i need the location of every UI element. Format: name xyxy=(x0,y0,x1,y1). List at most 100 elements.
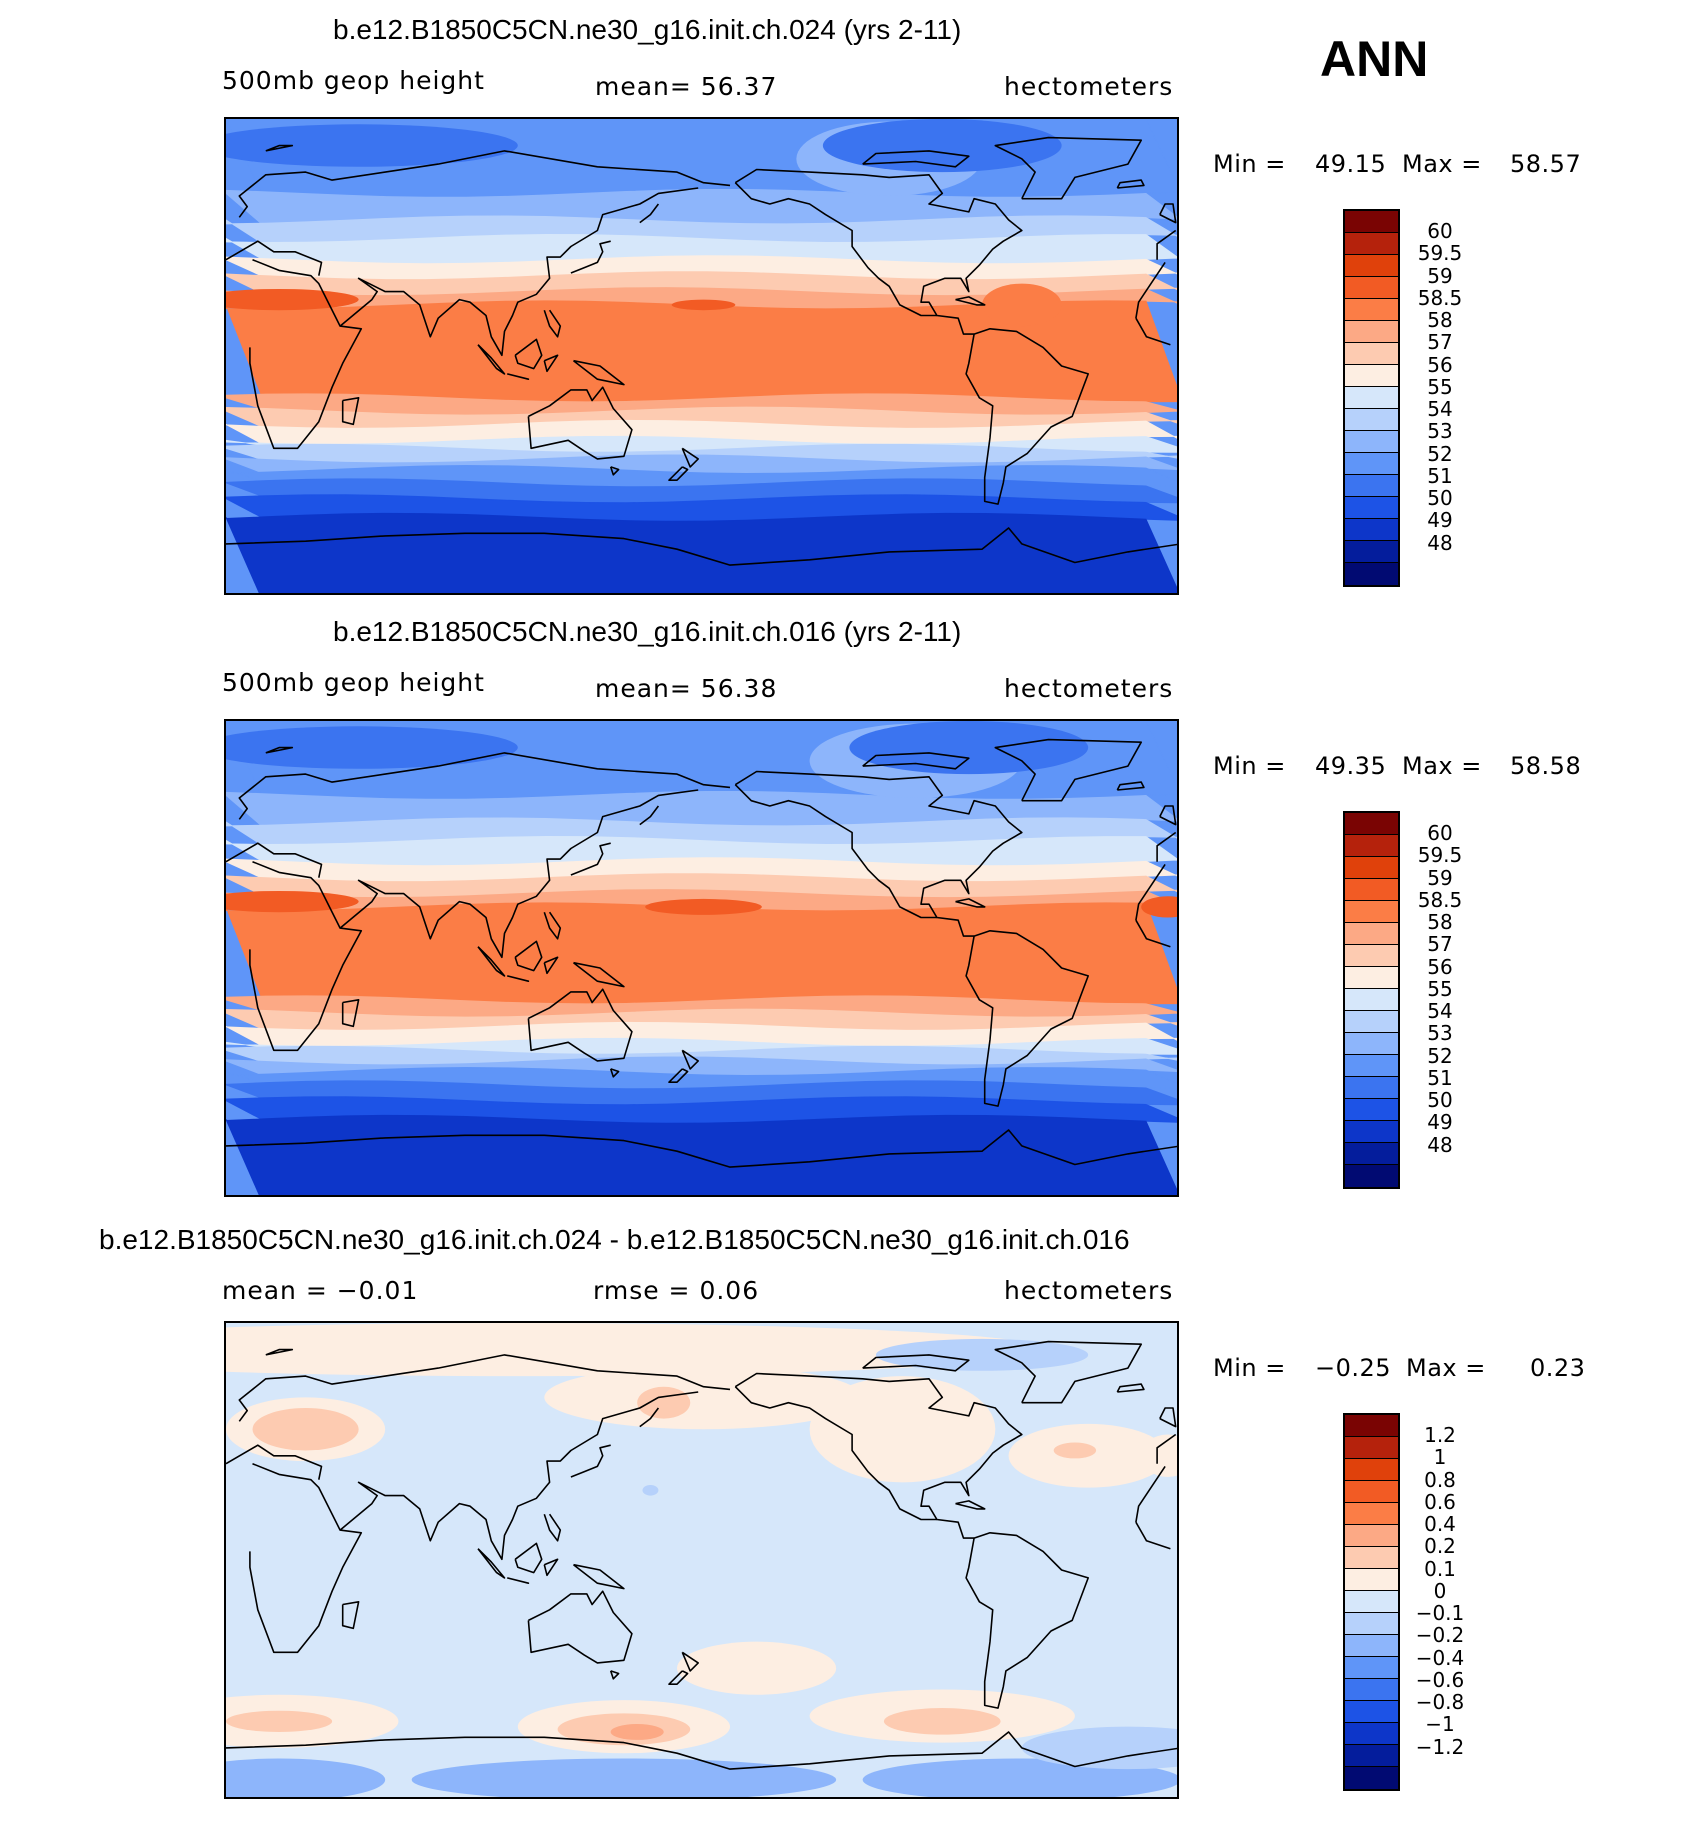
coastline xyxy=(573,1563,625,1590)
coastline xyxy=(570,1444,611,1478)
coastline xyxy=(1116,179,1145,189)
coastline xyxy=(1159,1407,1177,1428)
colorbar-tick-label: −0.2 xyxy=(1415,1623,1465,1648)
colorbar-box xyxy=(1345,813,1398,835)
colorbar-box xyxy=(1345,1723,1398,1745)
panel-1-max-label: Max = xyxy=(1402,150,1482,178)
contour-region xyxy=(645,898,762,915)
coastline xyxy=(543,1513,562,1542)
contour-region xyxy=(671,299,736,311)
colorbar-box xyxy=(1345,1033,1398,1055)
colorbar-box xyxy=(1345,923,1398,945)
coastline xyxy=(226,842,323,878)
colorbar-tick-label: −1.2 xyxy=(1415,1734,1465,1759)
coastline xyxy=(668,1068,689,1084)
contour-region xyxy=(637,1386,691,1419)
colorbar-box xyxy=(1345,1415,1398,1437)
coastline xyxy=(570,842,611,876)
coastline xyxy=(681,1651,700,1672)
colorbar-box xyxy=(1345,343,1398,365)
coastline xyxy=(226,1731,1177,1770)
colorbar-box xyxy=(1345,1701,1398,1723)
colorbar-tick-label: 59 xyxy=(1427,263,1453,288)
panel-2-colorbar xyxy=(1343,811,1400,1189)
coastline xyxy=(249,258,363,450)
colorbar-box xyxy=(1345,967,1398,989)
coastline xyxy=(339,789,699,959)
contour-region xyxy=(226,726,518,769)
panel-2-map xyxy=(224,719,1179,1197)
colorbar-box xyxy=(1345,1569,1398,1591)
panel-1-mean-label: mean= 56.37 xyxy=(595,72,778,101)
colorbar-tick-label: 56 xyxy=(1427,954,1453,979)
colorbar-box xyxy=(1345,1635,1398,1657)
panel-2-min-label: Min = xyxy=(1213,752,1286,780)
coastline xyxy=(265,144,294,152)
contour-region xyxy=(252,1407,359,1451)
panel-1-title: b.e12.B1850C5CN.ne30_g16.init.ch.024 (yr… xyxy=(333,14,962,45)
coastline xyxy=(341,998,360,1028)
coastline xyxy=(639,203,660,224)
colorbar-tick-label: 0.2 xyxy=(1424,1534,1456,1559)
contour-region xyxy=(1053,1442,1097,1459)
panel-3-min-label: Min = xyxy=(1213,1354,1286,1382)
colorbar-box xyxy=(1345,563,1398,585)
map-canvas xyxy=(226,1323,1177,1797)
contour-band xyxy=(226,512,1177,593)
panel-2-min-value: 49.35 xyxy=(1315,752,1387,780)
contour-region xyxy=(610,1723,664,1740)
colorbar-tick-label: 60 xyxy=(1427,219,1453,244)
panel-3-title: b.e12.B1850C5CN.ne30_g16.init.ch.024 - b… xyxy=(99,1224,1130,1255)
colorbar-tick-label: 52 xyxy=(1427,441,1453,466)
colorbar-box xyxy=(1345,1591,1398,1613)
colorbar-box xyxy=(1345,431,1398,453)
coastline xyxy=(609,466,620,476)
colorbar-box xyxy=(1345,365,1398,387)
coastline xyxy=(226,527,1177,566)
coastline xyxy=(570,240,611,274)
coastline xyxy=(238,752,731,820)
coastline xyxy=(573,359,625,386)
coastline xyxy=(994,1340,1143,1404)
panel-3-max-value: 0.23 xyxy=(1530,1354,1586,1382)
coastline xyxy=(339,1391,699,1561)
contour-region xyxy=(809,1376,996,1483)
panel-2-max-value: 58.58 xyxy=(1510,752,1582,780)
coastline xyxy=(734,182,937,317)
colorbar-box xyxy=(1345,857,1398,879)
coastline xyxy=(965,328,1090,505)
coastline xyxy=(862,1354,970,1372)
coastline xyxy=(238,150,731,218)
colorbar-box xyxy=(1345,901,1398,923)
colorbar-box xyxy=(1345,1767,1398,1789)
contour-region xyxy=(226,1758,386,1797)
colorbar-box xyxy=(1345,1077,1398,1099)
colorbar-box xyxy=(1345,519,1398,541)
coastline xyxy=(734,1386,937,1521)
colorbar-tick-label: 57 xyxy=(1427,932,1453,957)
colorbar-box xyxy=(1345,299,1398,321)
colorbar-box xyxy=(1345,989,1398,1011)
coastline xyxy=(1116,781,1145,791)
coastline xyxy=(1116,1383,1145,1393)
coastline xyxy=(543,354,559,373)
coastline xyxy=(543,309,562,338)
coastline xyxy=(543,956,559,975)
colorbar-box xyxy=(1345,1437,1398,1459)
panel-3-rmse-label: rmse = 0.06 xyxy=(593,1276,760,1305)
coastline xyxy=(1159,203,1177,224)
coastline xyxy=(527,386,633,460)
colorbar-box xyxy=(1345,1613,1398,1635)
coastline xyxy=(639,1407,660,1428)
coastline xyxy=(341,396,360,426)
colorbar-tick-label: −0.6 xyxy=(1415,1667,1465,1692)
panel-3-min-value: −0.25 xyxy=(1315,1354,1392,1382)
colorbar-tick-label: 1.2 xyxy=(1424,1423,1456,1448)
colorbar-box xyxy=(1345,1459,1398,1481)
colorbar-tick-label: 59.5 xyxy=(1417,843,1463,868)
colorbar-box xyxy=(1345,879,1398,901)
coastline xyxy=(507,975,530,983)
contour-region xyxy=(226,890,359,913)
coastline xyxy=(265,1348,294,1356)
colorbar-tick-label: 48 xyxy=(1427,1132,1453,1157)
